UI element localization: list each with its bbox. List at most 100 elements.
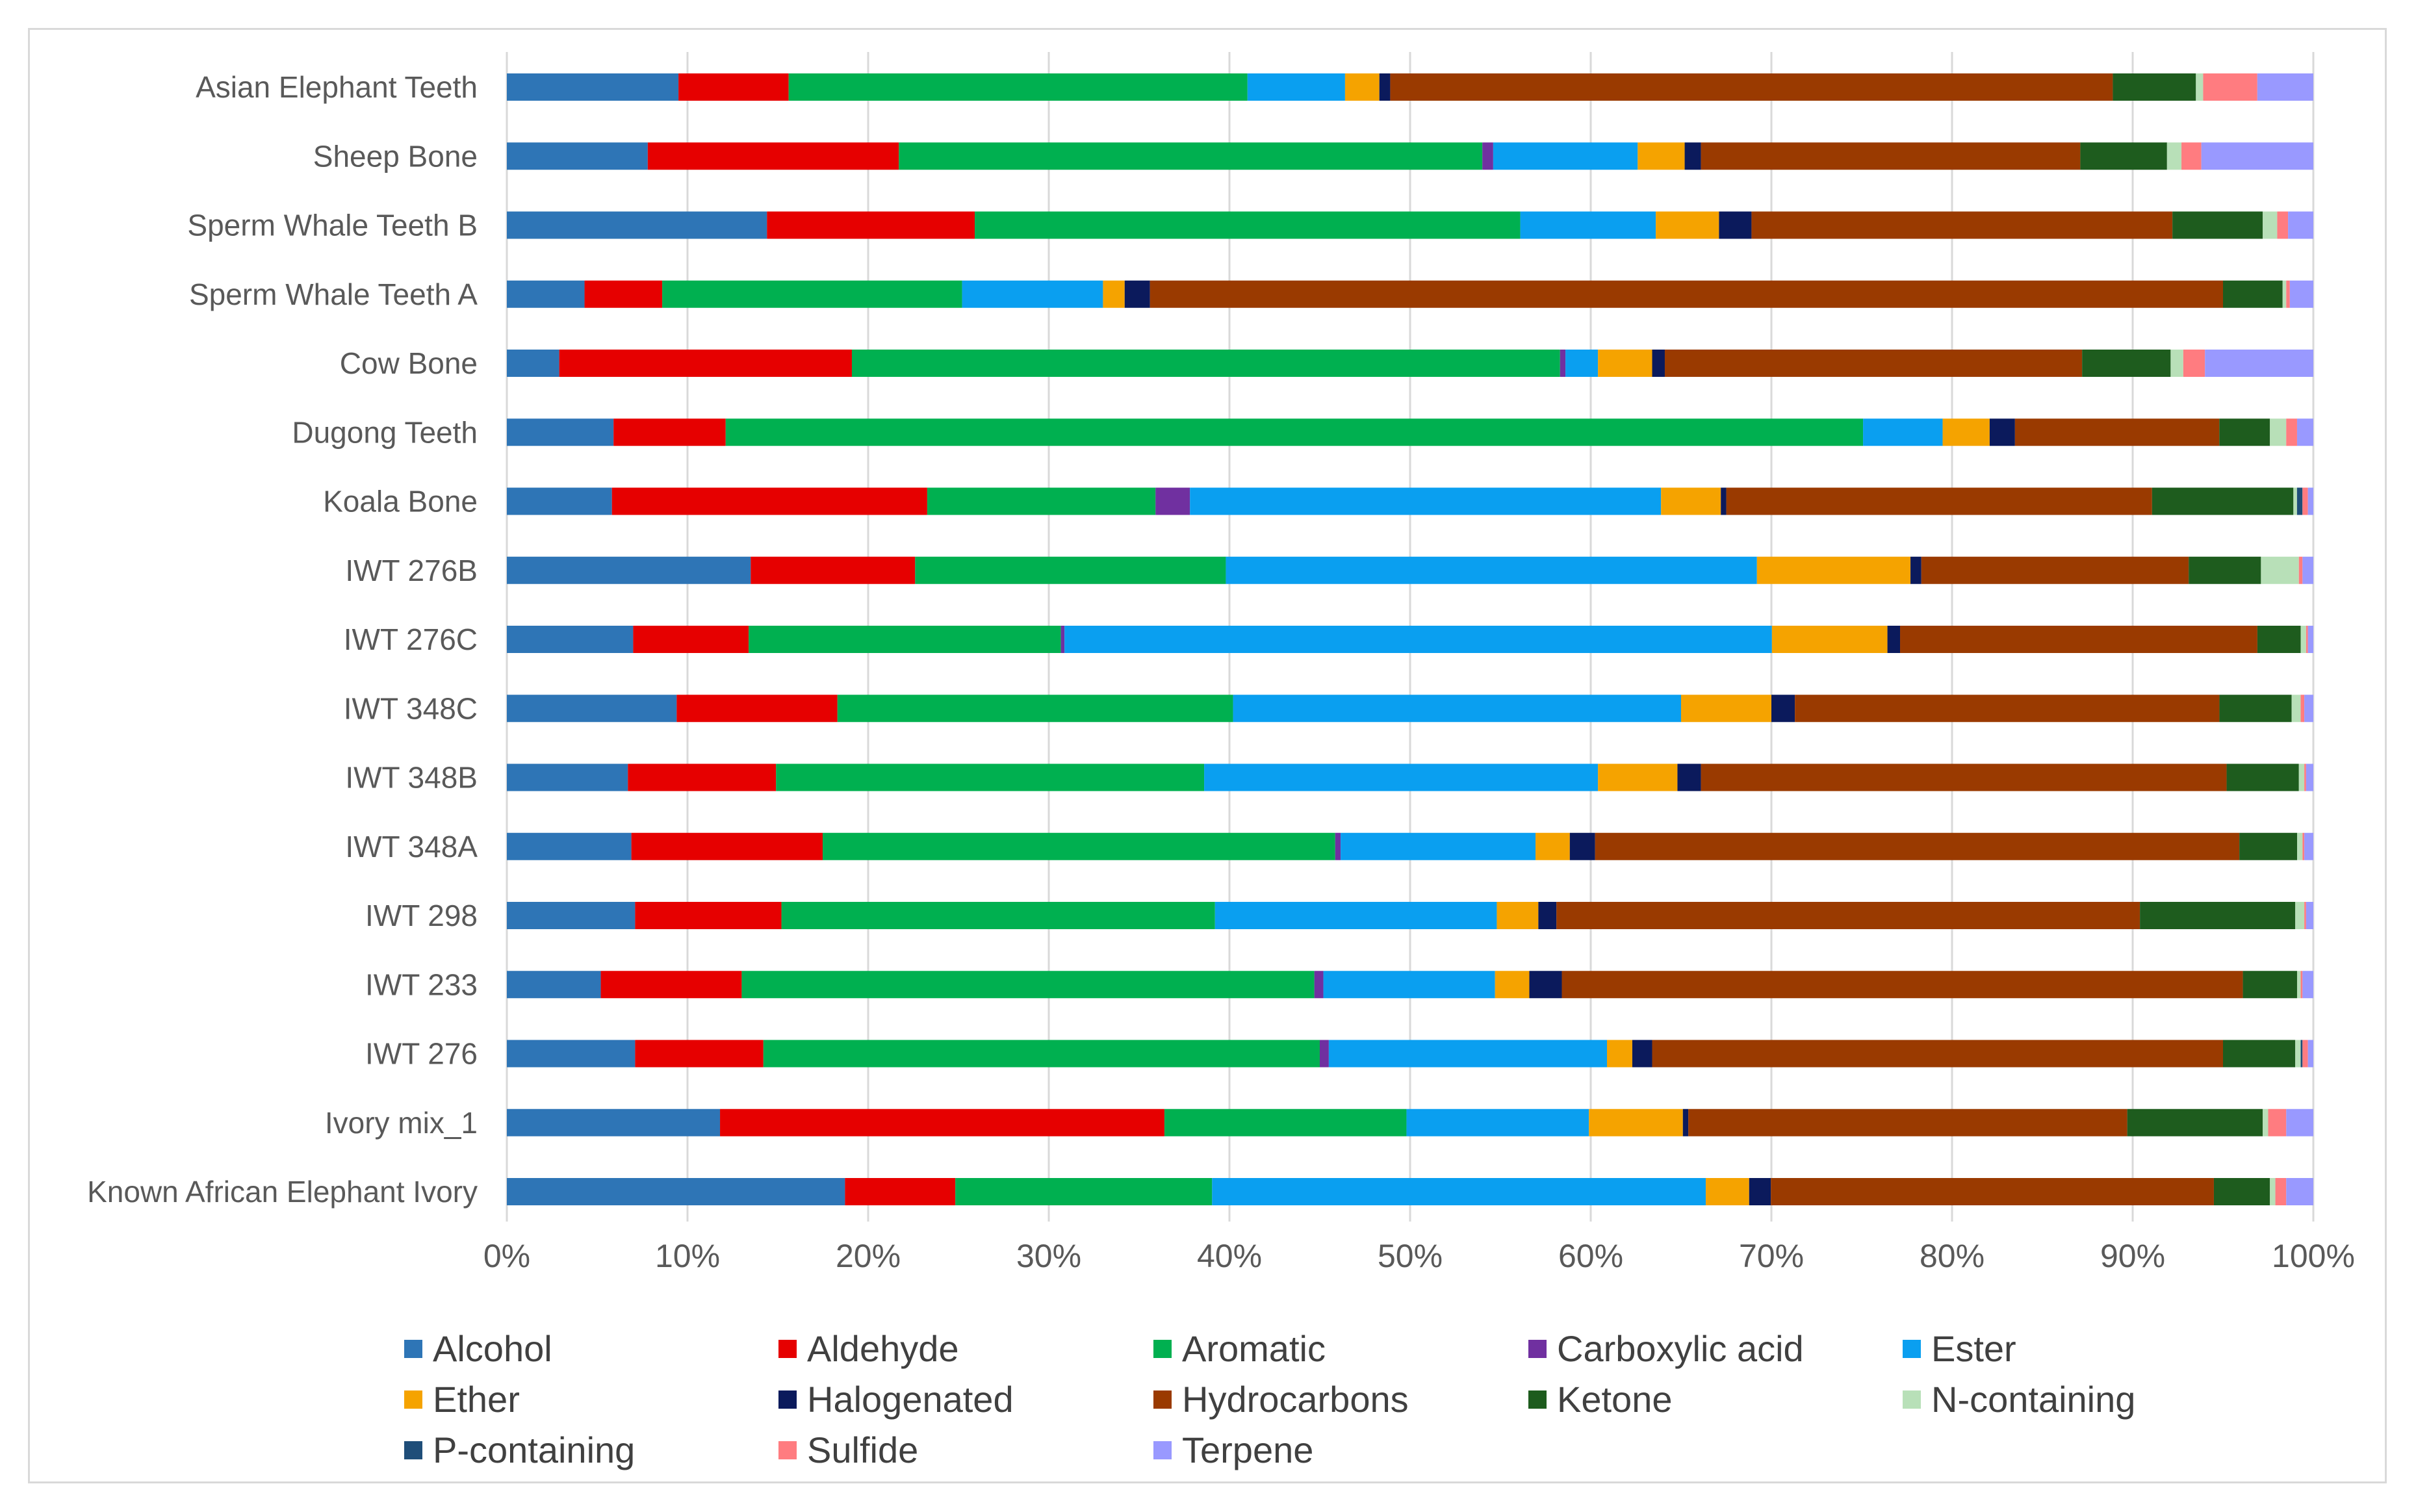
- bar-iwt-348b-ester: [1204, 763, 1599, 791]
- bar-sperm-whale-teeth-a-ester: [962, 280, 1103, 308]
- bar-iwt-348b-halogenated: [1677, 763, 1701, 791]
- bar-known-african-elephant-ivory-aromatic: [955, 1178, 1213, 1205]
- x-tick-label-9: 90%: [2100, 1238, 2165, 1274]
- bar-cow-bone-ketone: [2082, 350, 2171, 377]
- bar-asian-elephant-teeth-ester: [1247, 73, 1345, 101]
- bar-sheep-bone-carboxylic-acid: [1482, 142, 1493, 170]
- x-tick-label-5: 50%: [1378, 1238, 1443, 1274]
- bar-iwt-276c-ketone: [2257, 626, 2301, 653]
- bar-koala-bone-n-containing: [2293, 487, 2297, 515]
- bar-iwt-276-n-containing: [2295, 1040, 2301, 1068]
- bar-cow-bone-alcohol: [507, 350, 559, 377]
- bar-sperm-whale-teeth-b-aromatic: [975, 211, 1521, 239]
- category-label-iwt-298: IWT 298: [365, 899, 478, 932]
- bar-sheep-bone-sulfide: [2181, 142, 2202, 170]
- bar-asian-elephant-teeth-halogenated: [1379, 73, 1391, 101]
- bar-iwt-348c-n-containing: [2291, 695, 2301, 723]
- bar-sperm-whale-teeth-a-alcohol: [507, 280, 585, 308]
- bar-asian-elephant-teeth-sulfide: [2203, 73, 2257, 101]
- bar-asian-elephant-teeth-aromatic: [788, 73, 1248, 101]
- bar-iwt-233-halogenated: [1529, 971, 1562, 999]
- bar-known-african-elephant-ivory-ester: [1212, 1178, 1706, 1205]
- category-label-iwt-276c: IWT 276C: [344, 622, 478, 656]
- bar-sheep-bone-alcohol: [507, 142, 648, 170]
- bar-iwt-276c-sulfide: [2306, 626, 2308, 653]
- legend-label-aromatic: Aromatic: [1182, 1328, 1326, 1369]
- legend-label-ester: Ester: [1931, 1328, 2016, 1369]
- bar-iwt-348c-terpene: [2304, 695, 2313, 723]
- x-tick-label-8: 80%: [1920, 1238, 1985, 1274]
- bar-cow-bone-halogenated: [1652, 350, 1665, 377]
- bar-iwt-298-aromatic: [781, 902, 1215, 929]
- bar-iwt-298-hydrocarbons: [1556, 902, 2140, 929]
- bar-iwt-348a-ketone: [2239, 832, 2298, 860]
- bar-iwt-348a-ester: [1341, 832, 1536, 860]
- bar-sheep-bone-hydrocarbons: [1701, 142, 2081, 170]
- bar-sperm-whale-teeth-a-terpene: [2289, 280, 2313, 308]
- bar-iwt-348a-alcohol: [507, 832, 632, 860]
- bar-sperm-whale-teeth-b-ester: [1520, 211, 1656, 239]
- category-label-sperm-whale-teeth-a: Sperm Whale Teeth A: [189, 277, 478, 311]
- bar-iwt-348b-ketone: [2226, 763, 2299, 791]
- bar-asian-elephant-teeth-ether: [1344, 73, 1380, 101]
- bar-iwt-348c-halogenated: [1771, 695, 1795, 723]
- bar-iwt-276c-carboxylic-acid: [1060, 626, 1065, 653]
- bar-iwt-348b-hydrocarbons: [1701, 763, 2227, 791]
- bar-iwt-348c-ketone: [2219, 695, 2292, 723]
- bar-dugong-teeth-n-containing: [2270, 418, 2287, 446]
- bar-iwt-348a-ether: [1536, 832, 1570, 860]
- bar-iwt-233-alcohol: [507, 971, 601, 999]
- bar-known-african-elephant-ivory-ketone: [2213, 1178, 2270, 1205]
- bar-cow-bone-hydrocarbons: [1664, 350, 2083, 377]
- bar-sperm-whale-teeth-b-hydrocarbons: [1751, 211, 2173, 239]
- legend-label-n-containing: N-containing: [1931, 1379, 2135, 1420]
- legend-swatch-ketone: [1528, 1390, 1547, 1409]
- category-label-koala-bone: Koala Bone: [323, 485, 478, 519]
- bar-known-african-elephant-ivory-hydrocarbons: [1771, 1178, 2214, 1205]
- bar-sperm-whale-teeth-b-sulfide: [2277, 211, 2289, 239]
- bar-sperm-whale-teeth-a-aromatic: [662, 280, 962, 308]
- bar-iwt-233-ester: [1323, 971, 1495, 999]
- bar-iwt-348b-sulfide: [2304, 763, 2306, 791]
- legend-label-carboxylic-acid: Carboxylic acid: [1557, 1328, 1804, 1369]
- bar-dugong-teeth-sulfide: [2286, 418, 2297, 446]
- bar-sheep-bone-aldehyde: [647, 142, 899, 170]
- bar-iwt-233-aldehyde: [600, 971, 742, 999]
- category-label-iwt-348b: IWT 348B: [345, 761, 478, 795]
- bar-iwt-276b-alcohol: [507, 556, 751, 584]
- bar-koala-bone-carboxylic-acid: [1155, 487, 1190, 515]
- legend-swatch-alcohol: [404, 1340, 422, 1358]
- bar-iwt-233-hydrocarbons: [1561, 971, 2243, 999]
- legend-label-p-containing: P-containing: [433, 1429, 635, 1470]
- category-label-iwt-348a: IWT 348A: [345, 830, 478, 864]
- bar-dugong-teeth-aldehyde: [613, 418, 726, 446]
- legend-swatch-terpene: [1153, 1441, 1172, 1459]
- bar-iwt-233-terpene: [2302, 971, 2313, 999]
- bar-iwt-348c-ether: [1681, 695, 1771, 723]
- bar-iwt-298-sulfide: [2304, 902, 2306, 929]
- bar-iwt-276-carboxylic-acid: [1320, 1040, 1329, 1068]
- bar-iwt-276-alcohol: [507, 1040, 636, 1068]
- legend-swatch-n-containing: [1903, 1390, 1921, 1409]
- bar-asian-elephant-teeth-n-containing: [2196, 73, 2204, 101]
- bar-dugong-teeth-aromatic: [725, 418, 1864, 446]
- bar-iwt-233-ether: [1495, 971, 1530, 999]
- bar-iwt-348b-aldehyde: [628, 763, 777, 791]
- x-tick-label-1: 10%: [655, 1238, 720, 1274]
- bar-ivory-mix-1-ester: [1406, 1108, 1589, 1136]
- bar-sperm-whale-teeth-a-aldehyde: [584, 280, 663, 308]
- bar-known-african-elephant-ivory-alcohol: [507, 1178, 845, 1205]
- bar-iwt-276b-sulfide: [2298, 556, 2303, 584]
- bar-known-african-elephant-ivory-ether: [1705, 1178, 1749, 1205]
- bar-iwt-276c-alcohol: [507, 626, 634, 653]
- bar-iwt-348a-aldehyde: [631, 832, 823, 860]
- bar-sperm-whale-teeth-a-n-containing: [2282, 280, 2287, 308]
- bar-iwt-276-sulfide: [2302, 1040, 2308, 1068]
- legend-label-hydrocarbons: Hydrocarbons: [1182, 1379, 1409, 1420]
- category-label-iwt-276b: IWT 276B: [345, 554, 478, 587]
- bar-koala-bone-ester: [1190, 487, 1662, 515]
- bar-iwt-348c-sulfide: [2300, 695, 2305, 723]
- bar-iwt-276b-ether: [1756, 556, 1911, 584]
- legend-label-aldehyde: Aldehyde: [807, 1328, 959, 1369]
- bar-dugong-teeth-ether: [1942, 418, 1990, 446]
